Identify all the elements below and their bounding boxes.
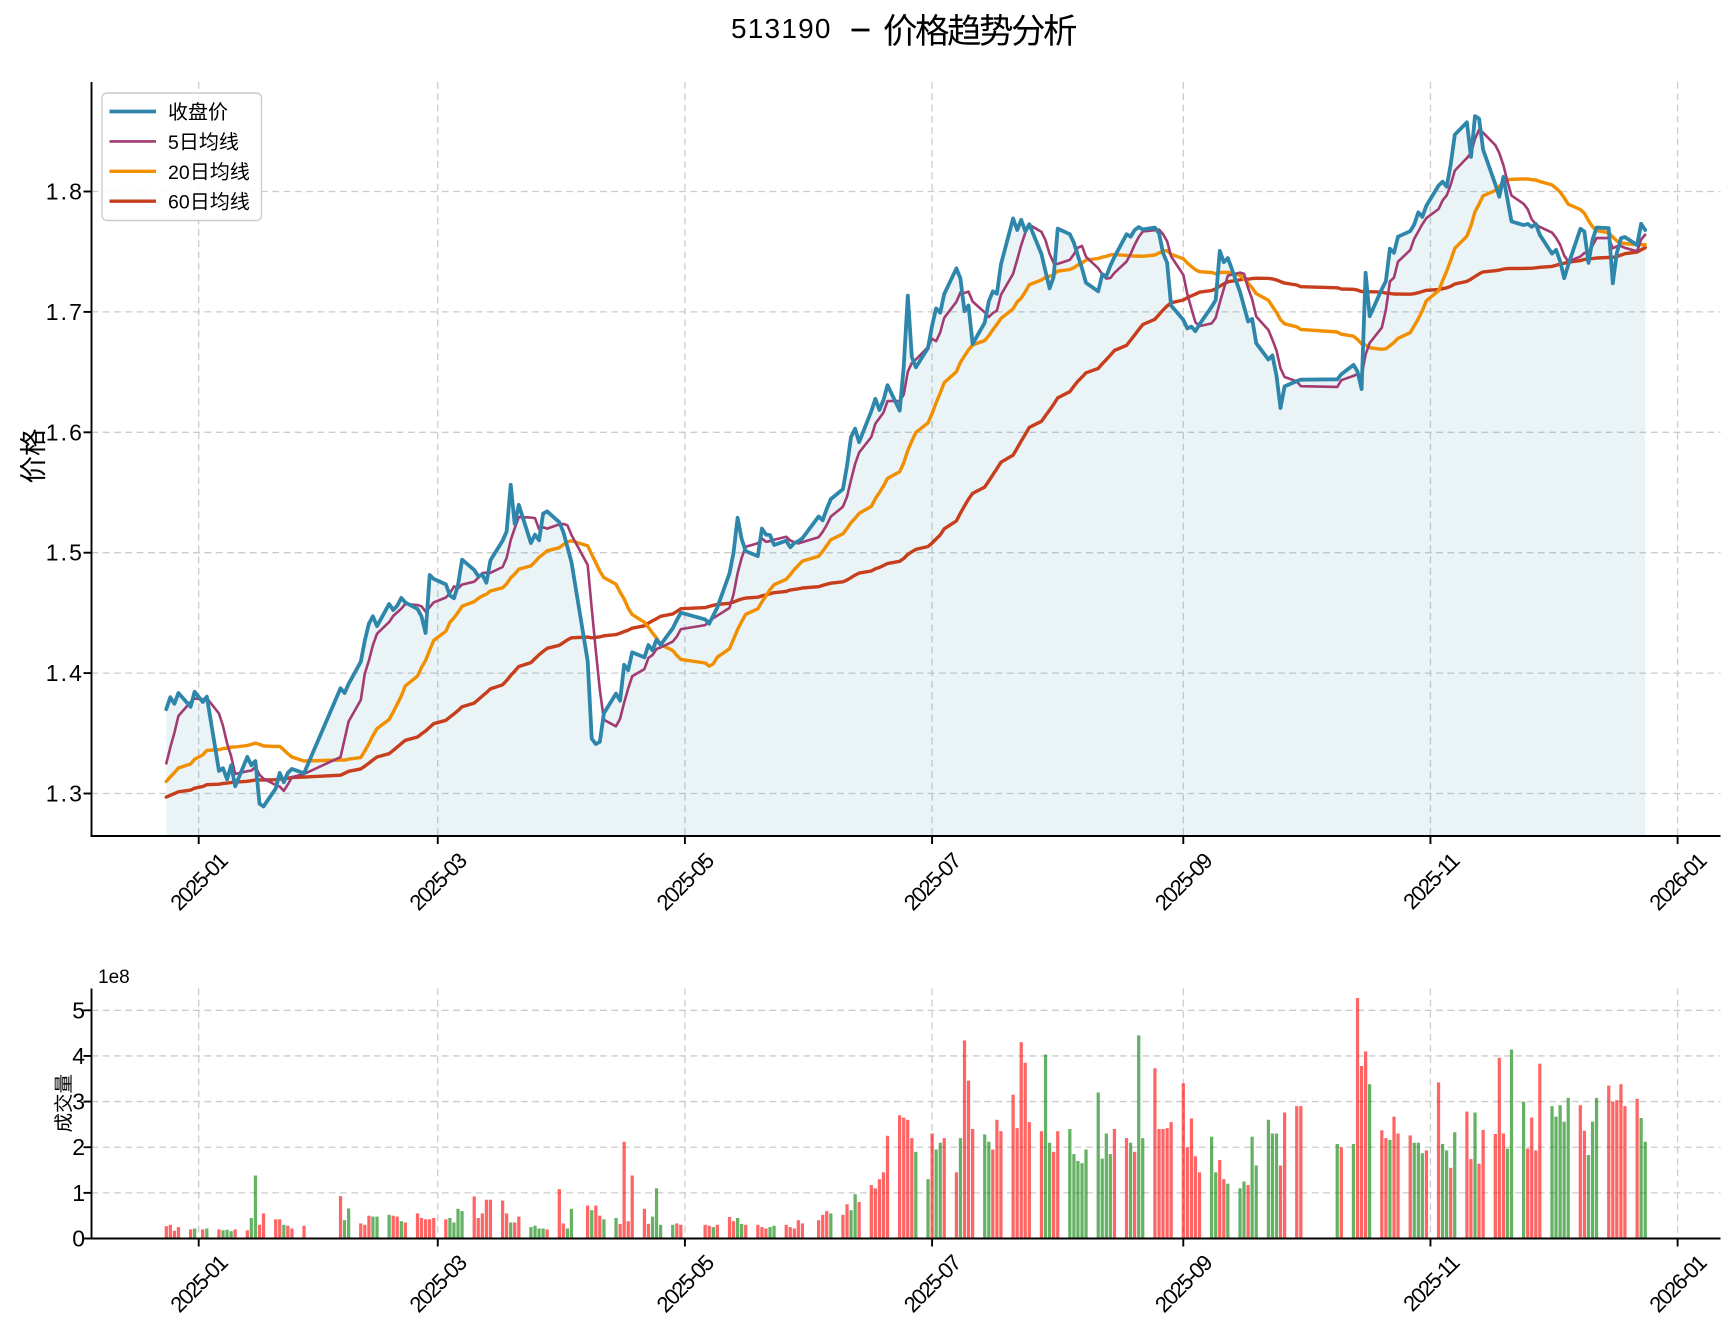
svg-text:2: 2 <box>72 1134 85 1160</box>
svg-text:1.6: 1.6 <box>46 419 84 445</box>
svg-text:20: 20 <box>168 162 190 184</box>
svg-text:5: 5 <box>168 132 179 154</box>
svg-text:513190: 513190 <box>731 13 832 44</box>
svg-text:1e8: 1e8 <box>98 967 130 988</box>
svg-text:0: 0 <box>72 1226 85 1252</box>
svg-text:5: 5 <box>72 997 85 1023</box>
svg-text:1: 1 <box>72 1180 85 1206</box>
svg-text:1.7: 1.7 <box>46 299 84 325</box>
svg-text:4: 4 <box>72 1043 85 1069</box>
svg-text:1.8: 1.8 <box>46 179 84 205</box>
svg-text:3: 3 <box>72 1089 85 1115</box>
svg-text:60: 60 <box>168 192 190 214</box>
svg-text:1.4: 1.4 <box>46 660 84 686</box>
svg-text:1.5: 1.5 <box>46 540 84 566</box>
svg-text:1.3: 1.3 <box>46 781 84 807</box>
